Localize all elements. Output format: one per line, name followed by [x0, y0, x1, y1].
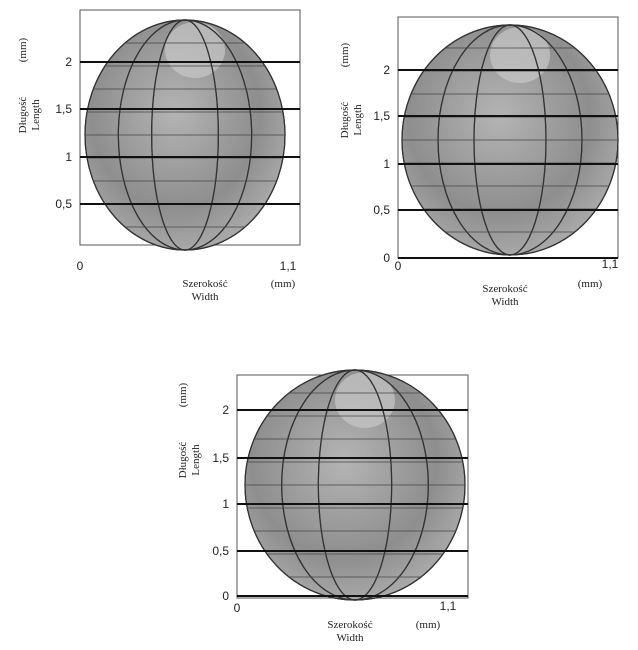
x-label-en: Width [491, 296, 519, 308]
y-tick-label: 2 [383, 63, 390, 77]
y-tick-label: 1 [222, 497, 229, 511]
y-tick-label: 0,5 [55, 197, 72, 211]
y-tick-label: 2 [222, 403, 229, 417]
y-tick-label: 0 [383, 251, 390, 265]
x-unit: (mm) [578, 278, 603, 290]
x-tick-label: 1,1 [280, 259, 297, 273]
x-label: Szerokość [182, 278, 227, 290]
y-tick-label: 1,5 [55, 102, 72, 116]
x-label: Szerokość [482, 283, 527, 295]
x-label-en: Width [191, 291, 219, 303]
x-tick-label: 0 [234, 601, 241, 615]
x-unit: (mm) [416, 619, 441, 631]
y-tick-label: 0,5 [212, 544, 229, 558]
x-tick-label: 1,1 [440, 599, 457, 613]
y-tick-label: 0,5 [373, 203, 390, 217]
x-label: Szerokość [327, 619, 372, 631]
y-label: Długość [339, 102, 351, 139]
y-tick-label: 1,5 [212, 451, 229, 465]
y-unit: (mm) [339, 42, 351, 67]
y-tick-label: 1,5 [373, 109, 390, 123]
y-tick-label: 0 [222, 589, 229, 603]
figure: 21,510,501,1SzerokośćWidth(mm)Długość(mm… [0, 0, 638, 650]
x-tick-label: 0 [77, 259, 84, 273]
y-unit: (mm) [17, 37, 29, 62]
y-tick-label: 1 [383, 157, 390, 171]
y-label-en: Length [30, 99, 42, 131]
y-label-en: Length [352, 104, 364, 136]
seed-embryo [490, 27, 550, 83]
seed-embryo [165, 22, 225, 78]
x-unit: (mm) [271, 278, 296, 290]
y-tick-label: 1 [65, 150, 72, 164]
y-label: Długość [177, 442, 189, 479]
y-unit: (mm) [177, 382, 189, 407]
y-label-en: Length [190, 444, 202, 476]
x-label-en: Width [336, 632, 364, 644]
y-tick-label: 2 [65, 55, 72, 69]
y-label: Długość [17, 97, 29, 134]
x-tick-label: 1,1 [602, 257, 619, 271]
x-tick-label: 0 [395, 259, 402, 273]
